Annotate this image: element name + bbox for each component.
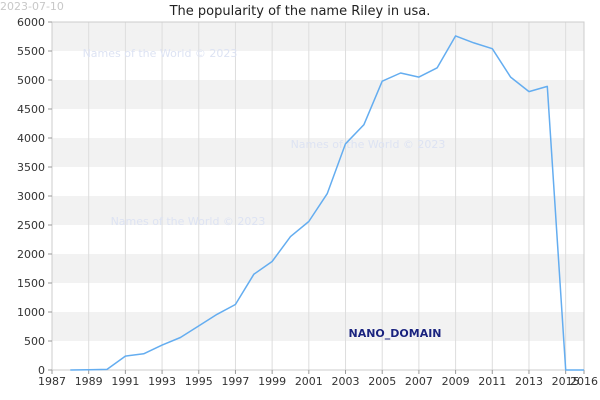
y-tick-label: 4500 xyxy=(17,103,45,116)
grid-band xyxy=(52,138,584,167)
y-tick-label: 3500 xyxy=(17,161,45,174)
watermark-text: Names of the World © 2023 xyxy=(111,215,266,228)
watermark-layer: Names of the World © 2023 Names of the Wo… xyxy=(83,47,446,228)
grid-band xyxy=(52,196,584,225)
grid-band xyxy=(52,254,584,283)
x-tick-label: 2005 xyxy=(368,375,396,388)
x-tick-label: 1999 xyxy=(258,375,286,388)
grid-bands xyxy=(52,22,584,341)
y-tick-label: 4000 xyxy=(17,132,45,145)
y-tick-label: 0 xyxy=(38,364,45,377)
x-tick-label: 1995 xyxy=(185,375,213,388)
y-tick-label: 2500 xyxy=(17,219,45,232)
x-tick-label: 2001 xyxy=(295,375,323,388)
y-tick-label: 1500 xyxy=(17,277,45,290)
x-tick-label: 2016 xyxy=(570,375,598,388)
y-tick-label: 5500 xyxy=(17,45,45,58)
x-tick-label: 2007 xyxy=(405,375,433,388)
y-tick-label: 1000 xyxy=(17,306,45,319)
x-tick-label: 1997 xyxy=(221,375,249,388)
grid-band xyxy=(52,22,584,51)
chart-title: The popularity of the name Riley in usa. xyxy=(169,4,431,19)
date-stamp: 2023-07-10 xyxy=(0,0,64,13)
y-tick-label: 6000 xyxy=(17,16,45,29)
brand-label: NANO_DOMAIN xyxy=(348,327,441,340)
grid-band xyxy=(52,312,584,341)
watermark-text: Names of the World © 2023 xyxy=(83,47,238,60)
watermark-text: Names of the World © 2023 xyxy=(291,138,446,151)
y-tick-label: 5000 xyxy=(17,74,45,87)
x-axis-ticks: 1987 1989 1991 1993 1995 1997 1999 2001 2003 2005… xyxy=(38,370,598,388)
x-tick-label: 2015 xyxy=(552,375,580,388)
x-tick-label: 1993 xyxy=(148,375,176,388)
x-tick-label: 2013 xyxy=(515,375,543,388)
y-tick-label: 2000 xyxy=(17,248,45,261)
x-tick-label: 1989 xyxy=(75,375,103,388)
x-tick-label: 2003 xyxy=(332,375,360,388)
grid-band xyxy=(52,80,584,109)
x-tick-label: 2009 xyxy=(442,375,470,388)
x-tick-label: 1991 xyxy=(111,375,139,388)
x-tick-label: 1987 xyxy=(38,375,66,388)
x-tick-label: 2011 xyxy=(478,375,506,388)
y-tick-label: 3000 xyxy=(17,190,45,203)
series-line xyxy=(70,35,584,371)
y-axis-ticks: 0 500 1000 1500 2000 2500 3000 3500 4000 4500 5000… xyxy=(17,16,52,377)
y-tick-label: 500 xyxy=(24,335,45,348)
